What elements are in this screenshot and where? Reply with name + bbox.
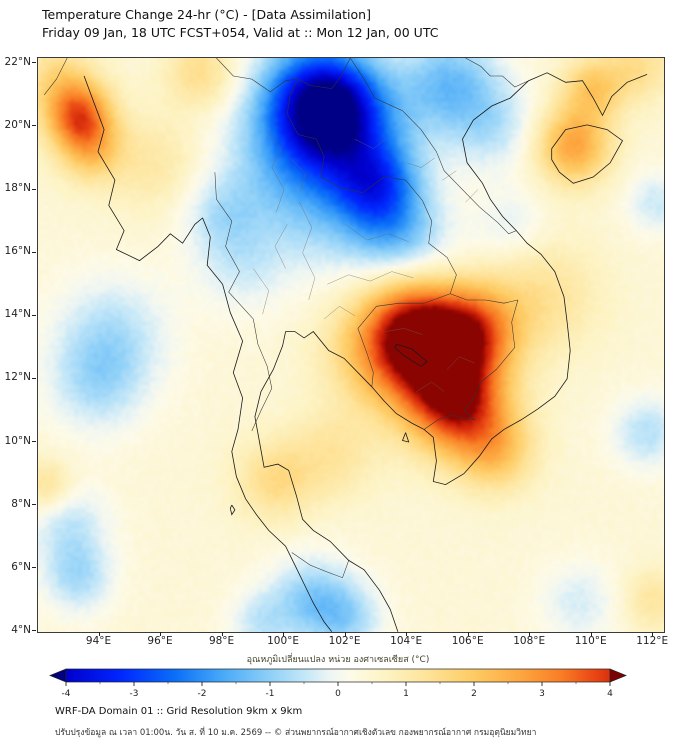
colorbar-tick-label: 3 <box>539 689 545 699</box>
y-tick-label: 22°N <box>4 55 31 68</box>
y-tick-mark <box>32 377 36 379</box>
colorbar-tick-label: 1 <box>403 689 409 699</box>
page-title: Temperature Change 24-hr (°C) - [Data As… <box>42 7 371 22</box>
y-tick-mark <box>32 441 36 443</box>
x-tick-mark <box>406 632 408 636</box>
y-tick-mark <box>32 567 36 569</box>
x-tick-label: 106°E <box>451 635 484 647</box>
y-tick-label: 10°N <box>4 434 31 447</box>
x-tick-label: 94°E <box>85 635 112 647</box>
colorbar-label: อุณหภูมิเปลี่ยนแปลง หน่วย องศาเซลเซียส (… <box>246 655 430 665</box>
colorbar-tick-label: -1 <box>266 689 275 699</box>
x-tick-mark <box>160 632 162 636</box>
y-tick-mark <box>32 314 36 316</box>
colorbar: -4 -3 -2 -1 0 1 2 3 4 <box>49 668 627 699</box>
colorbar-tick-label: -4 <box>62 689 71 699</box>
x-tick-mark <box>590 632 592 636</box>
y-tick-mark <box>32 62 36 64</box>
y-tick-mark <box>32 125 36 127</box>
page-subtitle: Friday 09 Jan, 18 UTC FCST+054, Valid at… <box>42 25 439 40</box>
colorbar-tick-label: -3 <box>130 689 139 699</box>
coastline-borders-overlay <box>43 58 648 632</box>
y-tick-label: 16°N <box>4 245 31 258</box>
colorbar-tick-label: 2 <box>471 689 477 699</box>
y-tick-label: 12°N <box>4 371 31 384</box>
x-tick-label: 104°E <box>390 635 423 647</box>
colorbar-tick-label: 4 <box>607 689 613 699</box>
y-tick-label: 18°N <box>4 182 31 195</box>
y-tick-mark <box>32 251 36 253</box>
x-tick-mark <box>98 632 100 636</box>
colorbar-tick-label: 0 <box>335 689 341 699</box>
y-tick-mark <box>32 630 36 632</box>
x-tick-mark <box>221 632 223 636</box>
x-tick-label: 108°E <box>513 635 546 647</box>
x-tick-label: 110°E <box>574 635 607 647</box>
title-block: Temperature Change 24-hr (°C) - [Data As… <box>42 6 438 42</box>
x-tick-mark <box>467 632 469 636</box>
map-plot-area <box>37 57 665 633</box>
x-tick-label: 98°E <box>208 635 235 647</box>
y-tick-mark <box>32 504 36 506</box>
x-tick-label: 112°E <box>636 635 669 647</box>
x-tick-label: 102°E <box>328 635 361 647</box>
footer-agency-info: ปรับปรุงข้อมูล ณ เวลา 01:00น. วัน ส. ที่… <box>55 728 537 738</box>
y-tick-label: 4°N <box>11 623 31 636</box>
temperature-field-canvas <box>38 58 664 632</box>
x-tick-mark <box>529 632 531 636</box>
x-tick-mark <box>344 632 346 636</box>
colorbar-tick-label: -2 <box>198 689 207 699</box>
x-tick-mark <box>652 632 654 636</box>
y-tick-label: 20°N <box>4 118 31 131</box>
y-tick-label: 8°N <box>11 497 31 510</box>
y-tick-label: 14°N <box>4 308 31 321</box>
x-tick-label: 96°E <box>147 635 173 647</box>
x-tick-mark <box>283 632 285 636</box>
y-tick-label: 6°N <box>11 560 31 573</box>
footer-domain-info: WRF-DA Domain 01 :: Grid Resolution 9km … <box>55 706 303 717</box>
y-tick-mark <box>32 188 36 190</box>
x-tick-label: 100°E <box>267 635 300 647</box>
